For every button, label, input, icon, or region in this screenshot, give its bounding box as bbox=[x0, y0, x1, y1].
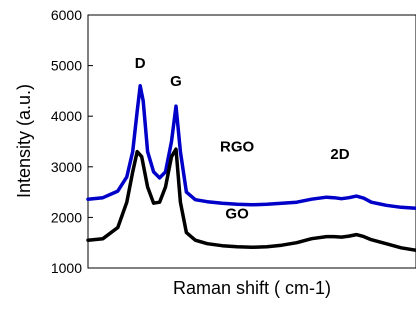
annotation-2d: 2D bbox=[330, 146, 349, 163]
annotation-d: D bbox=[135, 55, 146, 72]
annotation-g: G bbox=[170, 73, 182, 90]
y-tick-label: 1000 bbox=[51, 260, 82, 276]
annotation-go: GO bbox=[225, 205, 249, 222]
y-tick-label: 3000 bbox=[51, 159, 82, 175]
annotations: D G RGO 2D GO bbox=[135, 55, 350, 222]
series-line-rgo bbox=[86, 84, 416, 211]
y-tick-label: 4000 bbox=[51, 108, 82, 124]
x-axis-title: Raman shift ( cm-1) bbox=[173, 278, 331, 298]
plot-frame bbox=[87, 14, 416, 269]
y-tick-label: 6000 bbox=[51, 7, 82, 23]
annotation-rgo: RGO bbox=[220, 139, 255, 156]
series-line-go bbox=[86, 147, 416, 253]
y-tick-label: 2000 bbox=[51, 209, 82, 225]
y-axis: 1000 2000 3000 4000 5000 6000 bbox=[51, 7, 93, 276]
series-lines bbox=[86, 84, 416, 253]
y-tick-label: 5000 bbox=[51, 58, 82, 74]
y-axis-title: Intensity (a.u.) bbox=[14, 84, 34, 198]
